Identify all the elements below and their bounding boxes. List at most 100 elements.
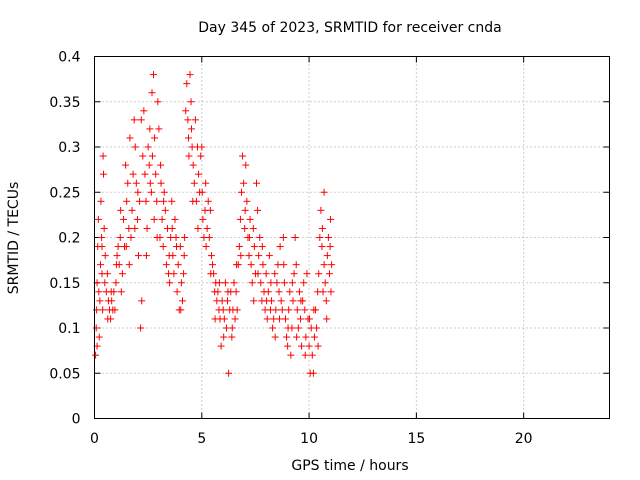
data-point: [245, 234, 253, 241]
data-point: [271, 270, 279, 278]
data-point: [111, 306, 119, 314]
data-point: [174, 261, 182, 269]
data-point: [187, 98, 195, 106]
data-point: [101, 252, 109, 260]
data-point: [119, 215, 127, 223]
data-point: [143, 224, 151, 232]
data-point: [94, 215, 102, 223]
data-point: [240, 179, 248, 187]
data-point: [133, 215, 141, 223]
data-point: [131, 143, 139, 151]
data-point: [211, 315, 219, 323]
data-point: [318, 243, 326, 251]
data-point: [148, 89, 156, 97]
data-point: [125, 224, 133, 232]
data-point: [327, 288, 335, 296]
data-point: [323, 252, 331, 260]
data-point: [284, 342, 292, 350]
data-point: [305, 342, 313, 350]
data-point: [137, 324, 145, 332]
y-axis-label: SRMTID / TECUs: [6, 182, 22, 295]
data-point: [254, 270, 262, 278]
data-point: [300, 279, 308, 287]
data-point: [182, 107, 190, 115]
data-point: [147, 188, 155, 196]
data-point: [202, 179, 210, 187]
data-point: [118, 270, 126, 278]
data-point: [308, 351, 316, 359]
data-point: [306, 315, 314, 323]
data-point: [256, 234, 264, 241]
data-point: [104, 315, 112, 323]
data-point: [177, 279, 185, 287]
data-point: [95, 288, 103, 296]
data-point: [194, 224, 202, 232]
data-point: [168, 224, 176, 232]
data-point: [136, 197, 144, 205]
data-point: [152, 170, 160, 178]
data-point: [309, 369, 317, 377]
data-point: [294, 324, 302, 332]
data-point: [297, 297, 305, 305]
data-point: [287, 351, 295, 359]
data-point: [316, 234, 324, 241]
data-point: [320, 188, 328, 196]
data-point: [187, 125, 195, 133]
data-point: [198, 188, 206, 196]
data-point: [98, 243, 106, 251]
data-point: [220, 333, 228, 341]
data-point: [178, 297, 186, 305]
data-point: [139, 152, 147, 160]
data-point: [180, 270, 188, 278]
data-point: [245, 252, 253, 260]
data-point: [313, 324, 321, 332]
data-point: [197, 152, 205, 160]
data-point: [325, 270, 333, 278]
data-point: [209, 261, 217, 269]
data-point: [232, 288, 240, 296]
data-point: [189, 197, 197, 205]
data-point: [113, 252, 121, 260]
data-point: [122, 243, 130, 251]
x-axis-label: GPS time / hours: [291, 458, 408, 474]
data-point: [280, 261, 288, 269]
data-point: [145, 161, 153, 169]
data-point: [166, 279, 174, 287]
data-point: [140, 107, 148, 115]
data-point: [228, 333, 236, 341]
data-point: [255, 252, 263, 260]
data-point: [101, 279, 109, 287]
data-point: [181, 234, 189, 241]
data-point: [148, 152, 156, 160]
data-point: [138, 297, 146, 305]
data-point: [203, 224, 211, 232]
data-point: [289, 297, 297, 305]
data-point: [185, 152, 193, 160]
y-tick-label: 0.35: [49, 95, 80, 111]
x-tick-label: 20: [515, 431, 533, 447]
y-tick-label: 0.25: [49, 185, 80, 201]
data-point: [198, 143, 206, 151]
data-point: [272, 306, 280, 314]
data-point: [142, 197, 150, 205]
data-point: [278, 306, 286, 314]
data-point: [297, 315, 304, 323]
data-point: [112, 279, 120, 287]
data-point: [326, 243, 334, 251]
data-point: [160, 197, 168, 205]
data-point: [144, 143, 152, 151]
data-point: [302, 333, 310, 341]
data-point: [320, 261, 328, 269]
data-point: [171, 215, 179, 223]
data-point: [131, 224, 139, 232]
data-point: [220, 315, 228, 323]
y-tick-label: 0: [72, 412, 81, 428]
data-point: [128, 206, 136, 214]
data-point: [215, 279, 223, 287]
data-point: [95, 333, 103, 341]
data-point: [324, 234, 332, 241]
data-point: [233, 261, 241, 269]
data-point: [271, 333, 279, 341]
data-point: [100, 224, 108, 232]
data-point: [225, 369, 233, 377]
